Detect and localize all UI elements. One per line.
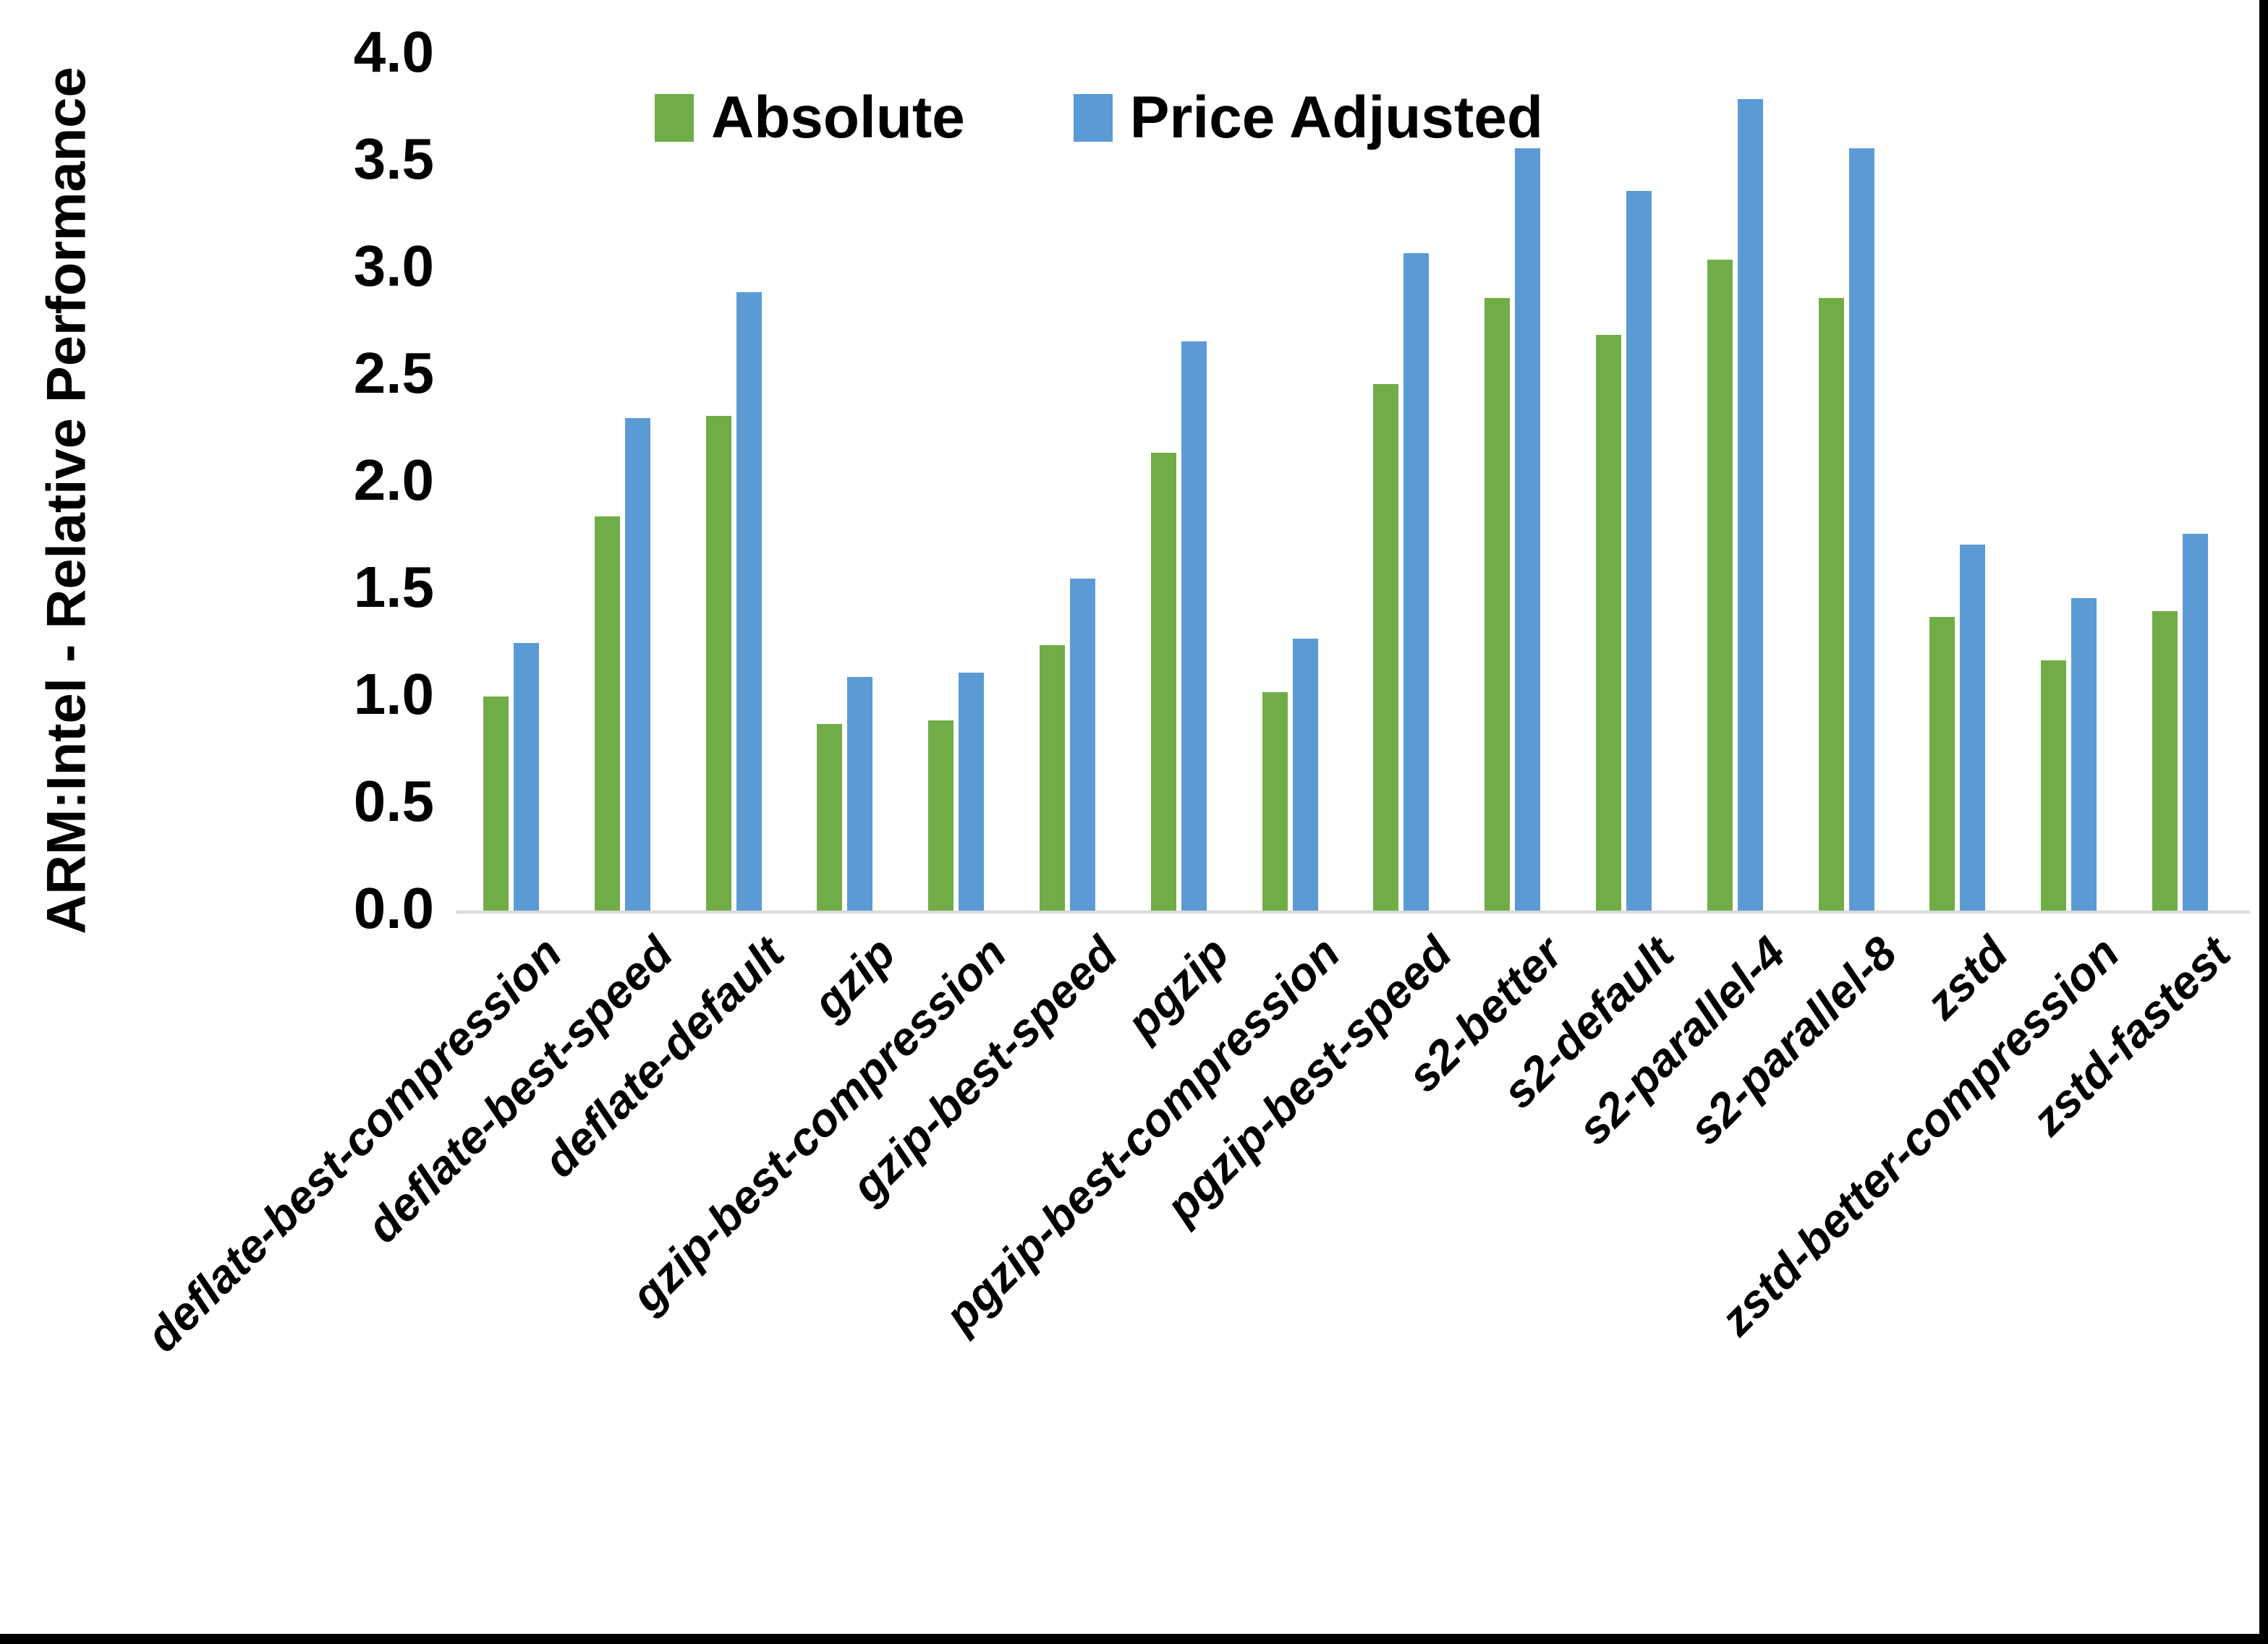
- bar-price-adjusted-zstd: [1960, 544, 1986, 911]
- bar-absolute-s2-parallel-8: [1818, 298, 1844, 911]
- x-axis-label-deflate-best-compression: deflate-best-compression: [135, 927, 572, 1362]
- bar-absolute-s2-default: [1596, 334, 1621, 911]
- bar-absolute-pgzip: [1150, 452, 1176, 911]
- x-axis-line: [456, 911, 2250, 913]
- bar-price-adjusted-deflate-best-speed: [624, 418, 650, 911]
- x-axis-label-gzip: gzip: [802, 927, 905, 1029]
- bar-absolute-deflate-best-speed: [594, 516, 620, 911]
- y-tick-label: 3.0: [353, 233, 434, 298]
- legend-swatch-icon: [655, 94, 694, 142]
- legend-label: Price Adjusted: [1129, 85, 1543, 150]
- y-axis-title: ARM:Intel - Relative Performance: [35, 67, 98, 934]
- legend-item-absolute: Absolute: [655, 84, 965, 152]
- y-tick-label: 1.0: [353, 661, 434, 726]
- bar-price-adjusted-gzip: [847, 677, 873, 911]
- y-tick-label: 1.5: [353, 554, 434, 619]
- bar-price-adjusted-s2-better: [1515, 148, 1541, 911]
- bar-absolute-deflate-default: [705, 416, 731, 911]
- legend-item-price-adjusted: Price Adjusted: [1073, 84, 1543, 152]
- right-border-strip: [2259, 0, 2268, 1644]
- bar-price-adjusted-zstd-better-compression: [2071, 597, 2097, 911]
- bar-price-adjusted-gzip-best-compression: [959, 673, 985, 911]
- bar-price-adjusted-gzip-best-speed: [1070, 579, 1095, 911]
- bar-price-adjusted-zstd-fastest: [2183, 534, 2208, 911]
- bar-absolute-gzip: [817, 724, 843, 911]
- bar-absolute-gzip-best-speed: [1040, 644, 1065, 911]
- bar-absolute-s2-better: [1485, 298, 1511, 911]
- bar-price-adjusted-pgzip-best-speed: [1403, 253, 1430, 911]
- bar-absolute-zstd-fastest: [2152, 610, 2178, 911]
- y-tick-label: 2.5: [353, 340, 434, 405]
- y-tick-label: 3.5: [353, 126, 434, 191]
- bar-price-adjusted-deflate-default: [736, 291, 762, 911]
- bar-absolute-zstd-better-compression: [2041, 660, 2067, 911]
- y-tick-label: 4.0: [353, 19, 434, 84]
- bottom-border-strip: [0, 1634, 2268, 1644]
- bar-price-adjusted-pgzip-best-compression: [1292, 639, 1318, 911]
- bar-absolute-s2-parallel-4: [1707, 260, 1733, 911]
- chart-legend: Absolute Price Adjusted: [655, 84, 1543, 152]
- y-tick-label: 0.0: [353, 875, 434, 940]
- bar-price-adjusted-pgzip: [1181, 341, 1207, 911]
- legend-label: Absolute: [711, 85, 965, 150]
- bar-price-adjusted-s2-parallel-4: [1737, 99, 1763, 911]
- bar-absolute-zstd: [1929, 617, 1955, 911]
- bar-absolute-deflate-best-compression: [483, 697, 509, 911]
- bar-absolute-gzip-best-compression: [928, 720, 954, 911]
- bar-absolute-pgzip-best-compression: [1262, 692, 1288, 911]
- y-tick-label: 2.0: [353, 447, 434, 512]
- bar-absolute-pgzip-best-speed: [1373, 383, 1399, 911]
- bar-price-adjusted-deflate-best-compression: [514, 643, 539, 911]
- bar-price-adjusted-s2-parallel-8: [1848, 148, 1874, 911]
- bar-price-adjusted-s2-default: [1626, 191, 1652, 911]
- x-axis-label-zstd: zstd: [1915, 927, 2018, 1029]
- y-tick-label: 0.5: [353, 768, 434, 833]
- legend-swatch-icon: [1073, 94, 1113, 142]
